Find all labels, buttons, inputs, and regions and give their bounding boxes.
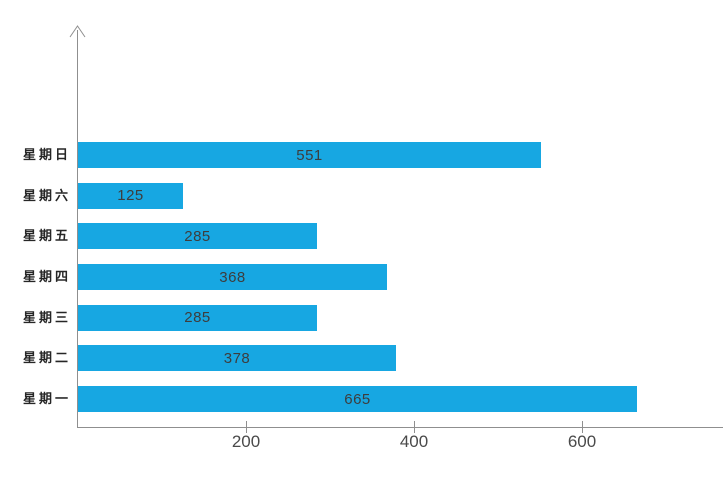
category-label: 星期三 (22, 309, 71, 325)
category-label: 星期日 (22, 147, 71, 162)
bar-value-label: 285 (184, 309, 211, 327)
category-label: 星期六 (22, 187, 71, 203)
x-tick-label: 600 (567, 432, 597, 451)
bar-value-label: 285 (184, 227, 211, 245)
x-axis-line (77, 427, 723, 428)
bar-value-label: 125 (117, 187, 144, 205)
category-label: 星期一 (22, 391, 71, 407)
category-label: 星期五 (22, 228, 71, 244)
bar-value-label: 368 (219, 268, 246, 286)
bar: 551 (78, 142, 541, 168)
bar: 665 (78, 386, 637, 413)
x-tick-label: 400 (399, 432, 429, 451)
x-tick-mark (414, 421, 415, 433)
bar: 368 (78, 264, 387, 290)
x-tick-label: 200 (231, 432, 261, 451)
y-axis-line (77, 30, 78, 427)
x-tick-mark (246, 421, 247, 433)
bar-value-label: 551 (296, 146, 323, 164)
x-tick-mark (582, 421, 583, 433)
bar: 378 (78, 345, 396, 372)
bar-value-label: 378 (223, 349, 251, 367)
bar-value-label: 665 (344, 390, 371, 408)
bar: 285 (78, 223, 317, 250)
y-axis-arrow-icon (69, 25, 86, 43)
bar: 125 (78, 182, 183, 209)
category-label: 星期四 (22, 269, 71, 284)
category-label: 星期二 (22, 350, 71, 366)
bar: 285 (78, 304, 317, 331)
